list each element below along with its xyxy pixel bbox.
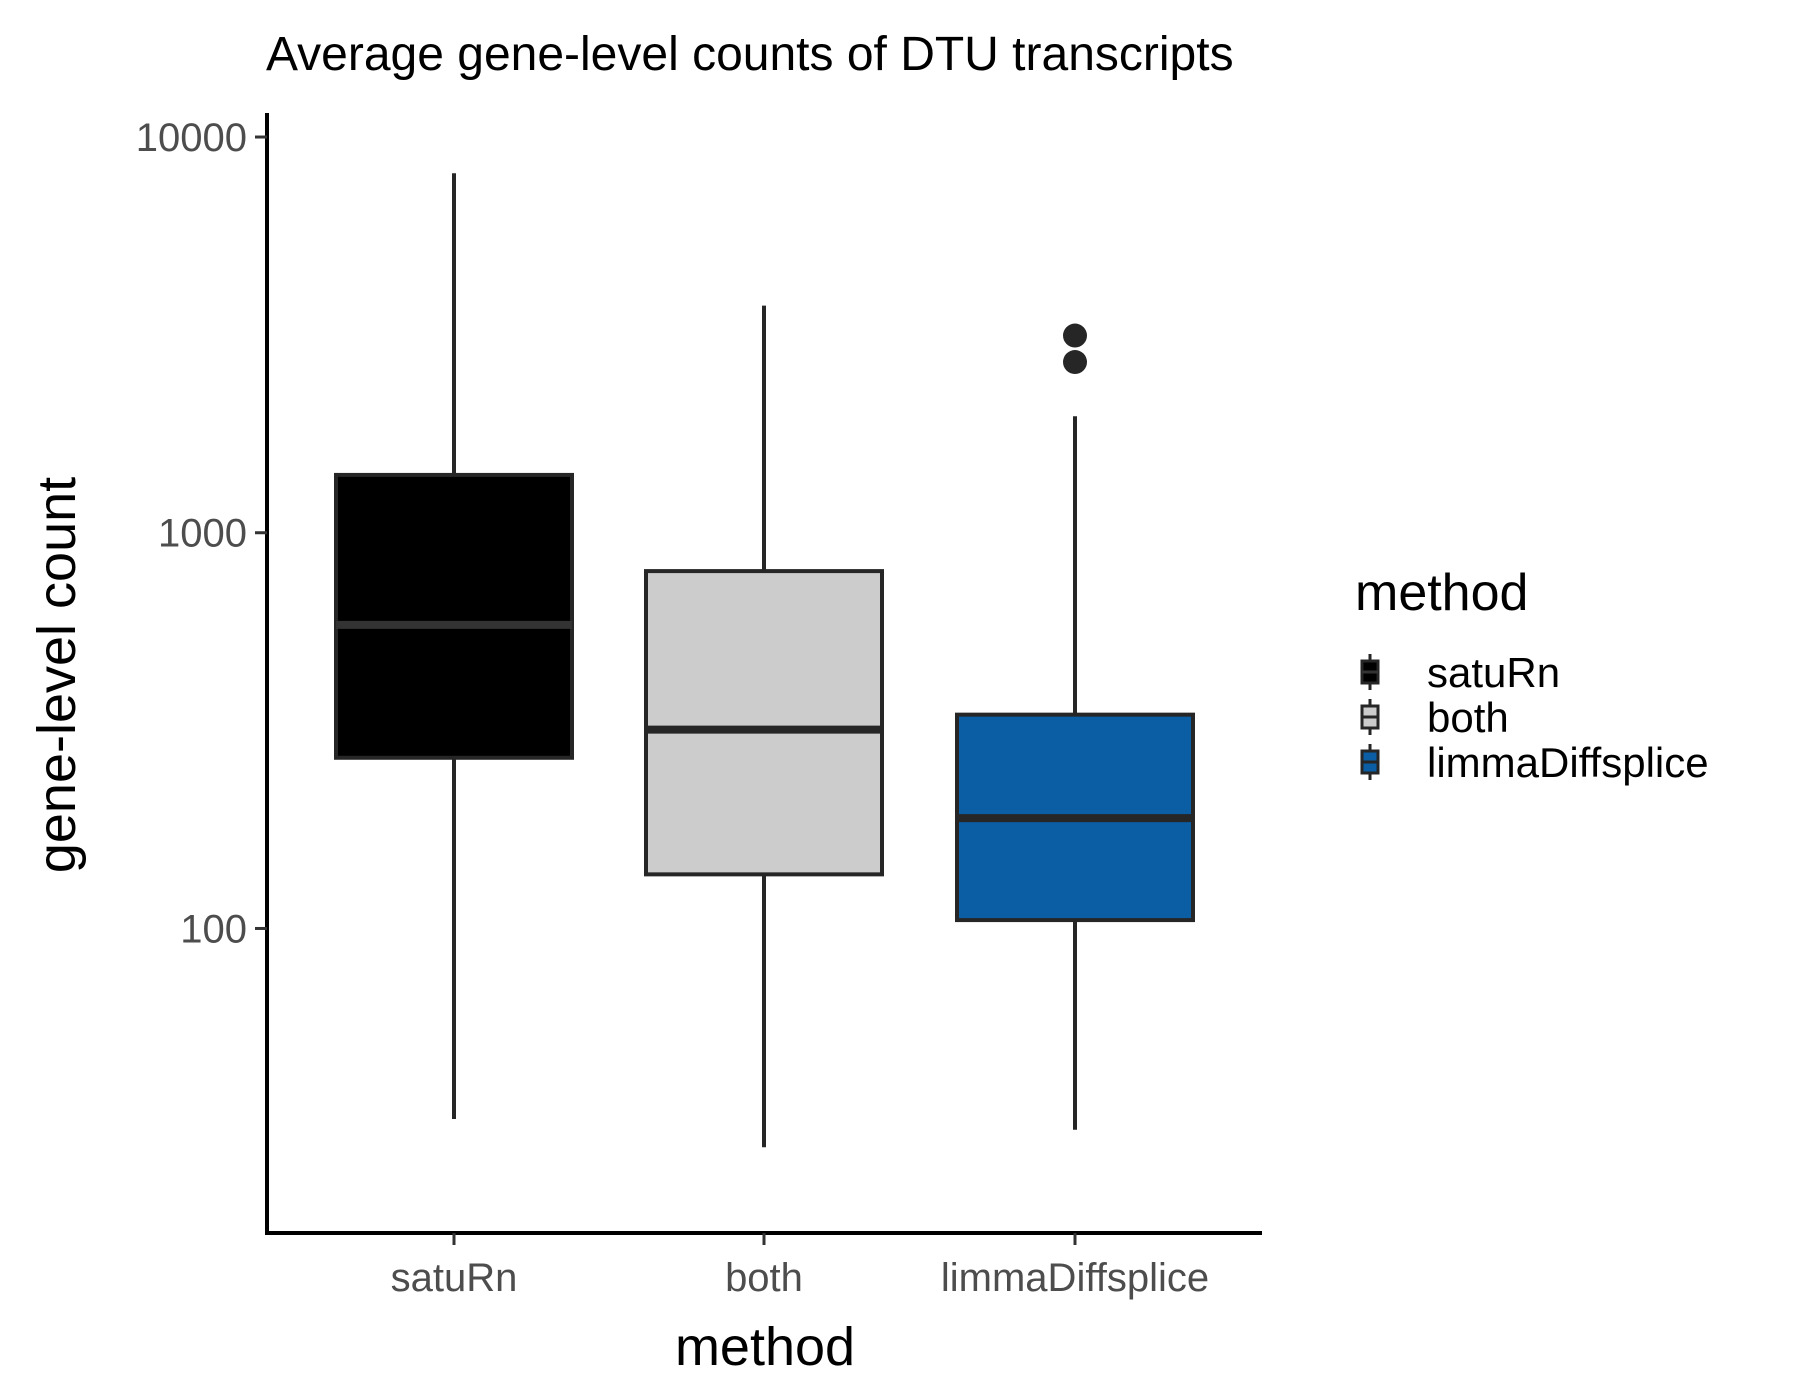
x-axis-title: method [675,1317,855,1377]
x-tick-label: both [725,1256,803,1300]
outlier-point [1063,350,1087,375]
legend-label: both [1427,694,1509,741]
box-both [644,305,884,1148]
y-axis-title: gene-level count [27,477,87,873]
y-tick-label: 100 [180,907,247,951]
plot-area [334,173,1195,1148]
legend-title: method [1355,564,1528,622]
legend-item: both [1360,694,1509,741]
y-tick-label: 1000 [158,512,247,556]
box-limmaDiffsplice [955,323,1195,1130]
x-tick-label: limmaDiffsplice [941,1256,1209,1300]
legend-item: limmaDiffsplice [1360,739,1709,786]
y-tick-label: 10000 [136,116,247,160]
box-body [334,472,574,760]
y-axis-ticks: 100 1000 10000 [136,116,267,951]
legend-item: satuRn [1360,649,1560,696]
box-satuRn [334,173,574,1120]
legend-label: limmaDiffsplice [1427,739,1709,786]
x-tick-label: satuRn [391,1256,518,1300]
outlier-point [1063,323,1087,348]
box-body [644,569,884,877]
legend-label: satuRn [1427,649,1560,696]
x-axis-ticks: satuRn both limmaDiffsplice [391,1233,1209,1300]
chart-title: Average gene-level counts of DTU transcr… [266,28,1234,81]
